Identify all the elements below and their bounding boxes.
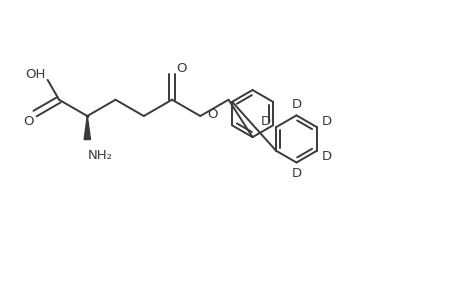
Text: NH₂: NH₂ [87, 149, 112, 162]
Text: D: D [291, 98, 301, 111]
Text: O: O [23, 115, 34, 128]
Text: O: O [175, 62, 186, 75]
Text: OH: OH [25, 68, 45, 81]
Text: D: D [321, 115, 331, 128]
Polygon shape [84, 116, 90, 140]
Text: D: D [291, 167, 301, 180]
Text: O: O [207, 108, 217, 121]
Text: D: D [261, 115, 271, 128]
Text: D: D [321, 150, 331, 163]
